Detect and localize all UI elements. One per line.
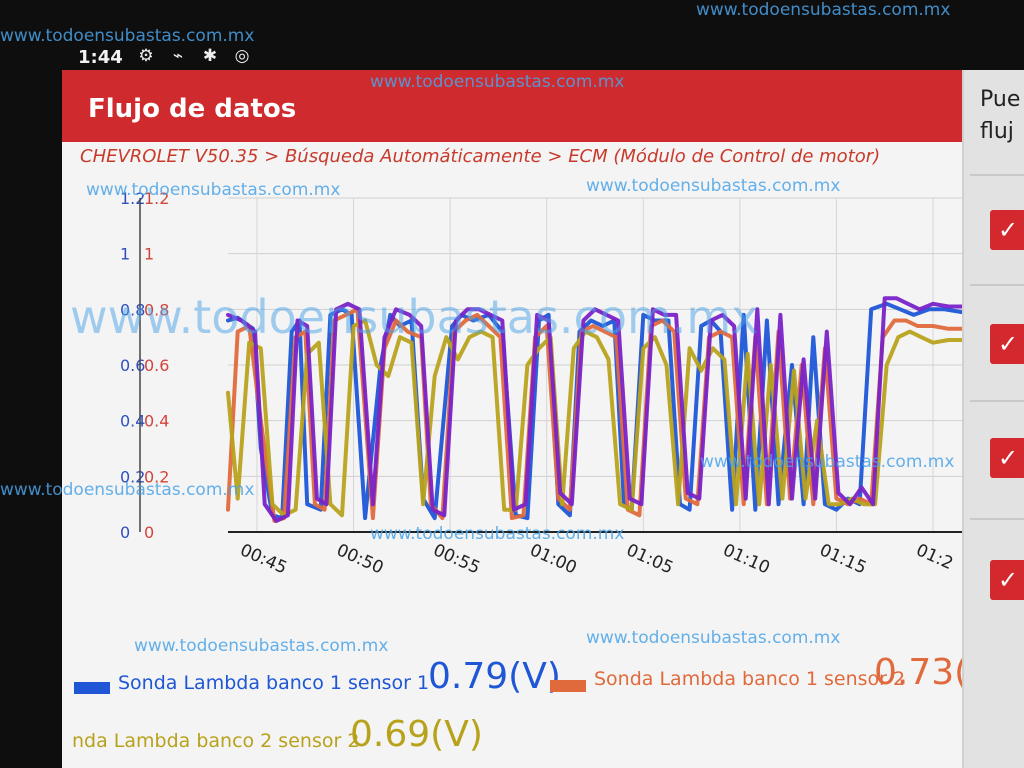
gear-icon: ⚙ — [138, 46, 154, 66]
legend-value: 0.79(V) — [428, 656, 561, 697]
chat-icon: ◎ — [234, 46, 250, 66]
y-tick-label-left: 0.8 — [120, 300, 145, 319]
right-panel: Pue fluj ✓ ✓ ✓ ✓ — [962, 70, 1024, 768]
y-tick-label-right: 1 — [144, 245, 154, 264]
y-tick-label-right: 0 — [144, 523, 154, 542]
legend-label: nda Lambda banco 2 sensor 2 — [72, 730, 360, 752]
y-tick-label-left: 0.2 — [120, 467, 145, 486]
check-icon[interactable]: ✓ — [990, 324, 1024, 364]
divider — [970, 400, 1024, 402]
y-tick-label-left: 0 — [120, 523, 130, 542]
x-tick-label: 00:45 — [237, 540, 290, 578]
app-screen: Flujo de datos CHEVROLET V50.35 > Búsque… — [62, 70, 1024, 768]
breadcrumb: CHEVROLET V50.35 > Búsqueda Automáticame… — [80, 146, 881, 167]
page-title: Flujo de datos — [88, 94, 297, 124]
x-tick-label: 01:05 — [623, 540, 676, 578]
legend-swatch — [74, 682, 110, 694]
y-tick-label-right: 0.2 — [144, 467, 169, 486]
status-icons: ⚙ ⌁ ✱ ◎ — [136, 46, 252, 66]
x-tick-label: 01:10 — [720, 540, 773, 578]
y-tick-label-left: 1 — [120, 245, 130, 264]
series-line — [226, 296, 962, 523]
divider — [970, 518, 1024, 520]
legend-item: Sonda Lambda banco 1 sensor 2 0.73(V) — [550, 652, 1007, 710]
series-line — [226, 307, 962, 523]
x-tick-label: 00:50 — [334, 540, 387, 578]
x-tick-label: 01:2 — [913, 540, 956, 574]
y-tick-label-right: 0.6 — [144, 356, 169, 375]
legend-swatch — [550, 680, 586, 692]
x-tick-label: 01:15 — [816, 540, 869, 578]
chart-legend: Sonda Lambda banco 1 sensor 1 0.79(V) So… — [62, 630, 1007, 768]
right-panel-title-line: Pue — [980, 87, 1021, 112]
y-tick-label-left: 0.4 — [120, 412, 145, 431]
header-bar: Flujo de datos — [62, 70, 962, 142]
legend-value: 0.69(V) — [350, 714, 483, 755]
check-icon[interactable]: ✓ — [990, 438, 1024, 478]
bluetooth-icon: ✱ — [202, 46, 218, 66]
legend-label: Sonda Lambda banco 1 sensor 1 — [118, 672, 430, 694]
x-tick-label: 01:00 — [527, 540, 580, 578]
status-time: 1:44 — [78, 47, 123, 68]
y-tick-label-right: 1.2 — [144, 189, 169, 208]
y-tick-label-right: 0.4 — [144, 412, 169, 431]
usb-icon: ⌁ — [172, 46, 184, 66]
status-bar: 1:44 ⚙ ⌁ ✱ ◎ — [0, 40, 1024, 70]
y-tick-label-left: 0.6 — [120, 356, 145, 375]
line-chart: 0 0 0.20.2 0.40.4 0.60.6 0.80.8 1 1 1.21.2 00:45 0… — [120, 189, 962, 578]
legend-item: nda Lambda banco 2 sensor 2 0.69(V) — [72, 714, 492, 764]
right-panel-title-line: fluj — [980, 119, 1014, 144]
divider — [970, 284, 1024, 286]
x-tick-label: 00:55 — [430, 540, 483, 578]
divider — [970, 174, 1024, 176]
check-icon[interactable]: ✓ — [990, 210, 1024, 250]
right-panel-title: Pue fluj — [980, 84, 1020, 148]
legend-item: Sonda Lambda banco 1 sensor 1 0.79(V) — [74, 656, 561, 710]
check-icon[interactable]: ✓ — [990, 560, 1024, 600]
y-tick-label-right: 0.8 — [144, 300, 169, 319]
y-tick-label-left: 1.2 — [120, 189, 145, 208]
legend-label: Sonda Lambda banco 1 sensor 2 — [594, 668, 906, 690]
series-line — [226, 318, 962, 518]
watermark: www.todoensubastas.com.mx — [696, 0, 951, 20]
